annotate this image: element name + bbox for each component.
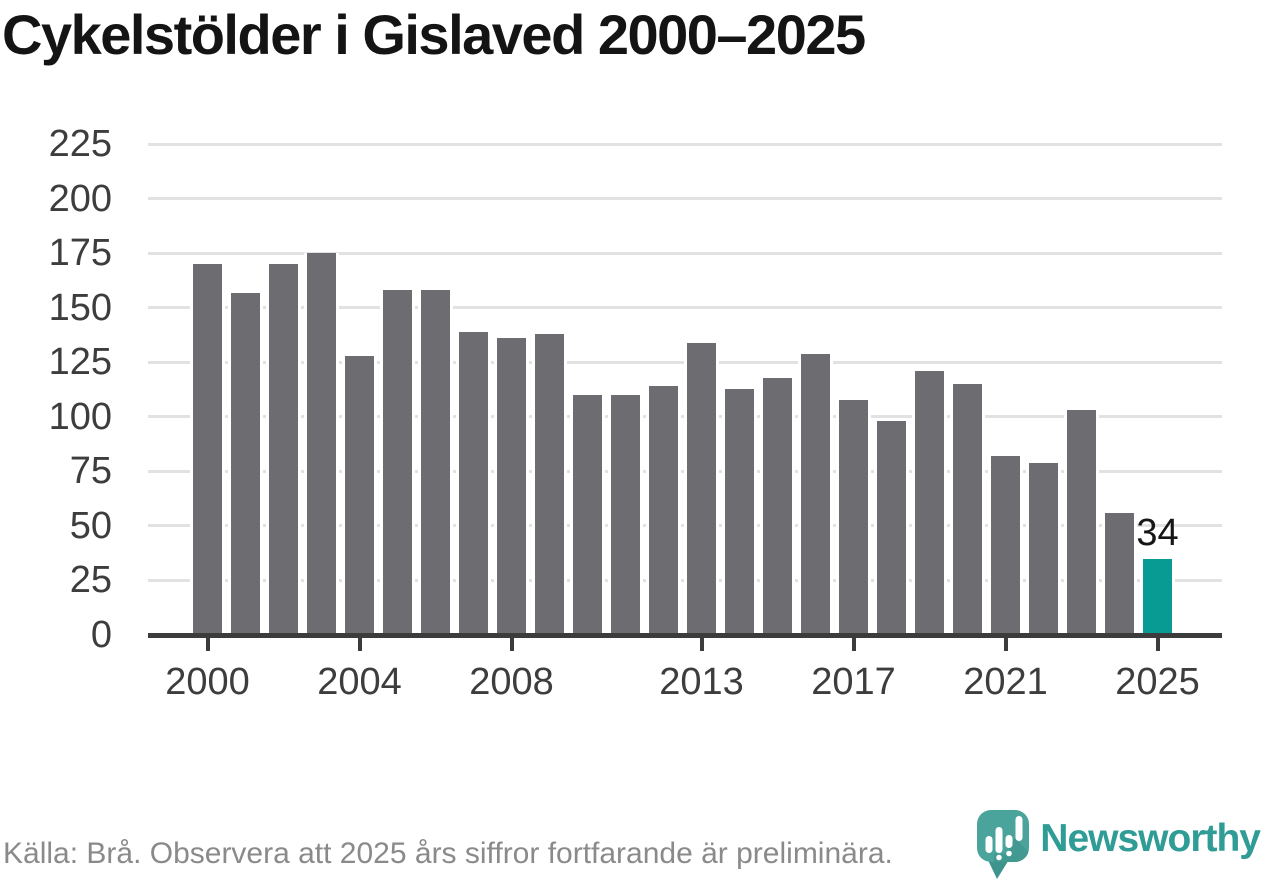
bar-value-label: 34 (1136, 512, 1179, 554)
newsworthy-wordmark: Newsworthy (1040, 817, 1261, 860)
bar-2010 (570, 395, 605, 633)
bar-2000 (190, 264, 225, 633)
x-axis-label-2013: 2013 (659, 661, 744, 703)
bar-2001 (228, 293, 263, 633)
gridline-225 (148, 142, 1222, 146)
bar-2021 (988, 456, 1023, 633)
bar-2022 (1026, 463, 1061, 633)
x-axis-label-2021: 2021 (963, 661, 1048, 703)
x-axis-line (148, 633, 1222, 638)
y-axis-label-225: 225 (48, 123, 112, 165)
y-axis-label-175: 175 (48, 232, 112, 275)
gridline-175 (148, 251, 1222, 255)
x-tick-2017 (851, 638, 856, 651)
bar-2019 (912, 371, 947, 633)
y-axis-label-50: 50 (69, 504, 112, 547)
bar-2002 (266, 264, 301, 633)
x-axis-label-2004: 2004 (317, 661, 402, 703)
y-axis-label-100: 100 (48, 395, 112, 438)
y-axis-label-0: 0 (90, 614, 112, 656)
bar-series (190, 144, 1175, 633)
x-tick-2008 (509, 638, 514, 651)
bar-2009 (532, 334, 567, 633)
bar-2020 (950, 384, 985, 633)
bar-2004 (342, 356, 377, 633)
gridline-150 (148, 306, 1222, 310)
bar-2015 (760, 378, 795, 633)
gridline-200 (148, 197, 1222, 201)
bar-2013 (684, 343, 719, 633)
y-axis-label-200: 200 (48, 177, 112, 220)
bar-2018 (874, 421, 909, 633)
x-axis-label-2000: 2000 (165, 661, 250, 703)
y-axis-label-125: 125 (48, 341, 112, 384)
y-axis-label-75: 75 (69, 450, 112, 493)
x-axis-label-2008: 2008 (469, 661, 554, 703)
bar-2024 (1102, 513, 1137, 633)
newsworthy-logo: Newsworthy (974, 808, 1261, 879)
y-axis-label-150: 150 (48, 286, 112, 329)
x-axis-label-2017: 2017 (811, 661, 896, 703)
x-tick-2013 (699, 638, 704, 651)
x-tick-2025 (1155, 638, 1160, 651)
bar-2017 (836, 400, 871, 633)
bar-2012 (646, 386, 681, 633)
bar-2025 (1140, 559, 1175, 633)
bar-2016 (798, 354, 833, 633)
bar-2023 (1064, 410, 1099, 633)
x-tick-2021 (1003, 638, 1008, 651)
plot-area (148, 142, 1222, 638)
bar-2007 (456, 332, 491, 633)
bar-2005 (380, 290, 415, 633)
bar-2003 (304, 253, 339, 633)
bar-2014 (722, 389, 757, 633)
bar-2011 (608, 395, 643, 633)
x-tick-2004 (357, 638, 362, 651)
bar-chart: 0 25 50 75 100 125 150 175 200 225 2000 2004 2008 201… (48, 123, 1222, 703)
page-title: Cykelstölder i Gislaved 2000–2025 (2, 3, 866, 66)
x-axis-label-2025: 2025 (1115, 661, 1200, 703)
y-axis-label-25: 25 (69, 559, 112, 602)
bar-2006 (418, 290, 453, 633)
source-note: Källa: Brå. Observera att 2025 års siffr… (3, 837, 893, 870)
x-tick-2000 (205, 638, 210, 651)
bar-2008 (494, 338, 529, 633)
newsworthy-pin-icon (977, 810, 1030, 879)
